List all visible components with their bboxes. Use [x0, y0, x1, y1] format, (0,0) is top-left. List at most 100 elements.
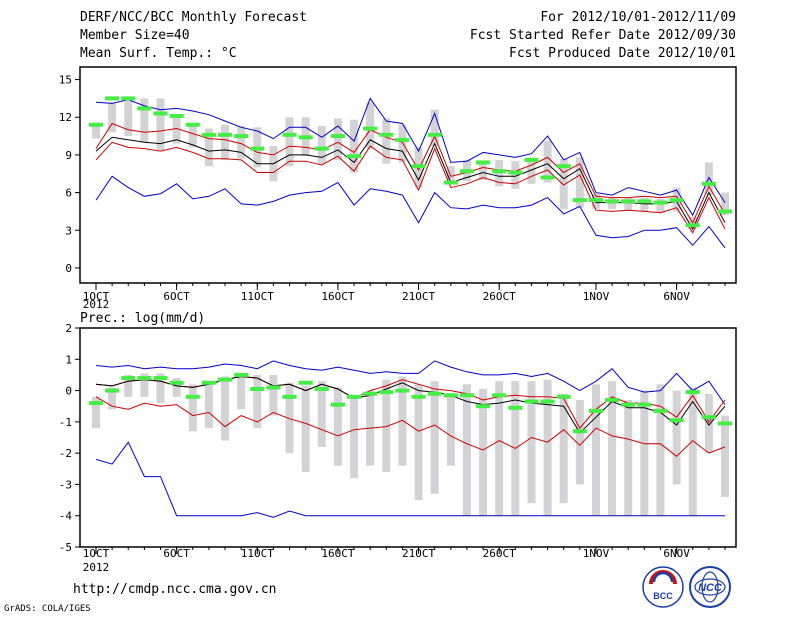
panel1-xtick-label: 1NOV	[583, 290, 610, 303]
panel2-median-marker	[266, 385, 281, 390]
panel1-median-marker	[556, 164, 571, 169]
panel2-median-marker	[476, 404, 491, 409]
panel2-median-marker	[298, 380, 313, 385]
panel1-box	[527, 157, 536, 184]
panel2-median-marker	[121, 376, 136, 381]
panel2-xtick-label: 26OCT	[483, 547, 516, 560]
member-size-label: Member Size=40	[80, 28, 190, 43]
panel2-median-marker	[250, 387, 265, 392]
panel2-median-marker	[201, 380, 216, 385]
panel2-median-marker	[653, 408, 668, 413]
panel1-box	[511, 161, 520, 189]
panel2-box	[156, 373, 165, 404]
panel1-median-marker	[669, 198, 684, 203]
fcst-produced-label: Fcst Produced Date 2012/10/01	[509, 46, 736, 61]
panel2-box	[398, 376, 407, 466]
panel2-median-marker	[395, 388, 410, 393]
panel1-box	[172, 114, 181, 144]
panel1-box	[382, 118, 391, 164]
panel2-median-marker	[540, 399, 555, 404]
panel2-year-label: 2012	[83, 561, 110, 574]
panel2-median-marker	[330, 402, 345, 407]
panel2-median-marker	[572, 429, 587, 434]
panel2-median-marker	[314, 387, 329, 392]
panel1-box	[366, 102, 375, 149]
panel1-box	[204, 128, 213, 167]
panel1-mean-line	[95, 136, 726, 231]
panel2-median-marker	[701, 415, 716, 420]
panel1-box	[92, 123, 100, 139]
panel1-median-marker	[395, 137, 410, 142]
panel1-median-marker	[492, 169, 507, 174]
panel2-box	[640, 390, 649, 516]
panel2-median-marker	[89, 401, 103, 406]
panel2-ytick-label: 1	[65, 353, 72, 366]
panel1-box	[108, 103, 117, 133]
panel1-median-marker	[605, 199, 620, 204]
panel2-median-marker	[637, 402, 652, 407]
panel2-median-marker	[459, 393, 474, 398]
panel2-box	[430, 381, 439, 494]
panel1-box	[430, 109, 439, 147]
panel2-max-line	[95, 360, 726, 405]
panel2-box	[204, 381, 213, 429]
panel1-ytick-label: 3	[65, 224, 72, 237]
panel1-ytick-label: 6	[65, 187, 72, 200]
panel2-box	[608, 381, 617, 516]
panel2-ytick-label: -2	[59, 447, 72, 460]
panel2-box	[414, 384, 423, 501]
panel2-xtick-label: 21OCT	[402, 547, 435, 560]
panel1-median-marker	[347, 154, 362, 159]
variable-label: Mean Surf. Temp.: °C	[80, 46, 237, 61]
panel2-xtick-label: 16OCT	[321, 547, 354, 560]
panel2-ytick-label: -4	[59, 510, 73, 523]
source-url: http://cmdp.ncc.cma.gov.cn	[73, 582, 277, 597]
panel1-ytick-label: 15	[59, 74, 72, 87]
panel1-median-marker	[524, 157, 539, 162]
panel1-ytick-label: 9	[65, 149, 72, 162]
panel2-box	[656, 384, 665, 516]
panel2-box	[350, 396, 359, 479]
panel1-median-marker	[314, 146, 329, 151]
panel2-median-marker	[137, 376, 152, 381]
panel1-median-marker	[89, 122, 103, 127]
panel2-box	[721, 415, 729, 497]
panel2-xtick-label: 1NOV	[583, 547, 610, 560]
panel1-box	[624, 197, 633, 211]
panel1-box	[124, 100, 133, 137]
panel2-median-marker	[282, 394, 297, 399]
panel1-box	[398, 124, 407, 163]
panel1-median-marker	[121, 96, 136, 101]
panel1-box	[285, 117, 294, 167]
panel1-median-marker	[137, 106, 152, 111]
grads-credit: GrADS: COLA/IGES	[4, 604, 91, 614]
panel2-xtick-label: 6NOV	[663, 547, 690, 560]
panel2-box	[124, 374, 133, 397]
panel2-mean-line	[95, 375, 726, 434]
panel2-median-marker	[443, 393, 458, 398]
panel2-median-marker	[347, 394, 362, 399]
panel1-median-marker	[588, 198, 603, 203]
panel1-xtick-label: 6NOV	[663, 290, 690, 303]
panel2-median-marker	[153, 376, 168, 381]
panel1-box	[575, 157, 584, 208]
panel1-box	[333, 118, 342, 160]
panel1-median-marker	[653, 200, 668, 205]
panel1-median-marker	[298, 135, 313, 140]
panel1-median-marker	[701, 181, 716, 186]
panel2-median-marker	[605, 397, 620, 402]
panel2-median-marker	[508, 405, 523, 410]
panel2-median-marker	[685, 390, 700, 395]
panel1-median-marker	[234, 134, 249, 139]
panel2-xtick-label: 1OCT	[83, 547, 110, 560]
panel2-median-marker	[718, 421, 732, 426]
panel1-median-marker	[185, 122, 200, 127]
panel2-variable-label: Prec.: log(mm/d)	[80, 311, 205, 326]
panel2-box	[527, 381, 536, 504]
panel2-median-marker	[492, 393, 507, 398]
panel1-median-marker	[379, 132, 394, 137]
ncc-logo-icon: NCC	[689, 566, 731, 608]
panel1-median-marker	[443, 180, 458, 185]
panel1-median-marker	[363, 126, 378, 131]
panel2-box	[559, 393, 568, 504]
